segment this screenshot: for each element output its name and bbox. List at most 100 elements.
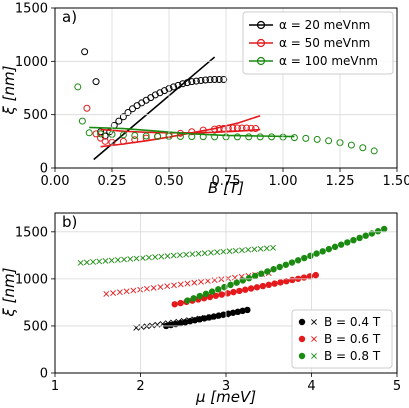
- series-line: [100, 114, 261, 148]
- cross-point: [177, 281, 184, 288]
- data-point: [356, 234, 363, 242]
- data-point: [265, 281, 272, 289]
- data-point: [184, 297, 191, 304]
- data-point: [179, 80, 187, 88]
- data-point: [313, 135, 321, 143]
- legend-marker: [298, 318, 306, 326]
- cross-point: [123, 288, 130, 295]
- legend-label: α = 50 meVnm: [279, 36, 370, 50]
- data-point: [92, 130, 100, 138]
- data-point: [277, 279, 284, 286]
- data-point: [227, 281, 234, 289]
- y-tick-label: 1000: [15, 272, 48, 287]
- legend-marker: [298, 352, 306, 360]
- data-point: [177, 299, 184, 307]
- data-point: [283, 277, 290, 285]
- data-point: [233, 124, 241, 132]
- data-point: [362, 232, 369, 239]
- cross-point: [231, 274, 238, 281]
- data-point: [210, 313, 218, 320]
- data-point: [212, 292, 220, 299]
- data-point: [251, 272, 259, 280]
- data-point: [171, 301, 178, 308]
- data-point: [288, 259, 296, 266]
- data-point: [319, 248, 326, 255]
- data-point: [239, 277, 247, 284]
- data-point: [325, 137, 333, 145]
- data-point: [101, 137, 109, 145]
- cross-point: [116, 289, 123, 296]
- data-point: [206, 76, 214, 84]
- cross-point: [245, 246, 252, 253]
- x-tick-label: 0.25: [98, 174, 127, 189]
- data-point: [142, 134, 150, 142]
- data-point: [124, 109, 132, 117]
- data-point: [218, 291, 225, 298]
- data-point: [215, 312, 222, 319]
- legend-label: α = 100 meVnm: [279, 54, 378, 68]
- data-point: [244, 306, 251, 314]
- data-point: [252, 125, 260, 133]
- cross-point: [225, 275, 232, 282]
- data-point: [220, 75, 228, 83]
- x-tick-label: 0.00: [41, 174, 70, 189]
- cross-point: [90, 258, 96, 265]
- x-tick-label: 1: [51, 379, 59, 394]
- cross-point: [214, 249, 221, 256]
- data-point: [188, 78, 196, 86]
- cross-point: [195, 250, 202, 257]
- data-point: [196, 316, 203, 323]
- x-tick-label: 1.50: [383, 174, 409, 189]
- series-line: [93, 56, 216, 161]
- data-point: [347, 141, 355, 149]
- data-point: [253, 284, 261, 291]
- data-point: [230, 288, 237, 296]
- data-point: [196, 292, 204, 300]
- data-point: [211, 75, 219, 83]
- data-point: [220, 311, 227, 318]
- legend-cross: [311, 319, 317, 325]
- cross-point: [198, 278, 204, 285]
- data-point: [201, 315, 208, 322]
- data-point: [307, 252, 314, 260]
- panel-b-ylabel: ξ [nm]: [0, 267, 18, 317]
- data-point: [188, 128, 196, 136]
- cross-point: [138, 324, 145, 330]
- data-point: [229, 124, 237, 132]
- data-point: [264, 268, 271, 275]
- data-point: [74, 83, 82, 91]
- data-point: [131, 136, 139, 144]
- data-point: [258, 270, 265, 277]
- legend-box: [242, 11, 394, 75]
- legend-cross: [311, 336, 317, 342]
- cross-point: [257, 245, 264, 252]
- data-point: [233, 133, 241, 141]
- legend-label: B = 0.8 T: [324, 349, 381, 363]
- data-point: [325, 245, 333, 253]
- data-point: [83, 104, 91, 112]
- data-point: [211, 133, 219, 141]
- data-point: [182, 318, 189, 326]
- legend-cross: [311, 353, 317, 359]
- cross-point: [145, 254, 152, 261]
- data-point: [199, 133, 207, 141]
- data-point: [131, 131, 139, 139]
- panel-1: [77, 225, 388, 331]
- cross-point: [164, 253, 171, 260]
- data-point: [215, 125, 223, 133]
- cross-point: [143, 285, 150, 292]
- data-point: [301, 254, 308, 262]
- y-tick-label: 0: [40, 367, 48, 382]
- cross-point: [251, 246, 258, 253]
- data-point: [312, 271, 319, 279]
- x-tick-label: 0.50: [155, 174, 184, 189]
- cross-point: [157, 284, 164, 290]
- data-point: [247, 285, 255, 292]
- legend-label: B = 0.4 T: [324, 315, 381, 329]
- data-point: [294, 257, 302, 264]
- data-point: [205, 314, 213, 321]
- data-point: [374, 228, 382, 235]
- data-point: [154, 132, 162, 140]
- panel-a-xlabel: B [T]: [208, 179, 244, 197]
